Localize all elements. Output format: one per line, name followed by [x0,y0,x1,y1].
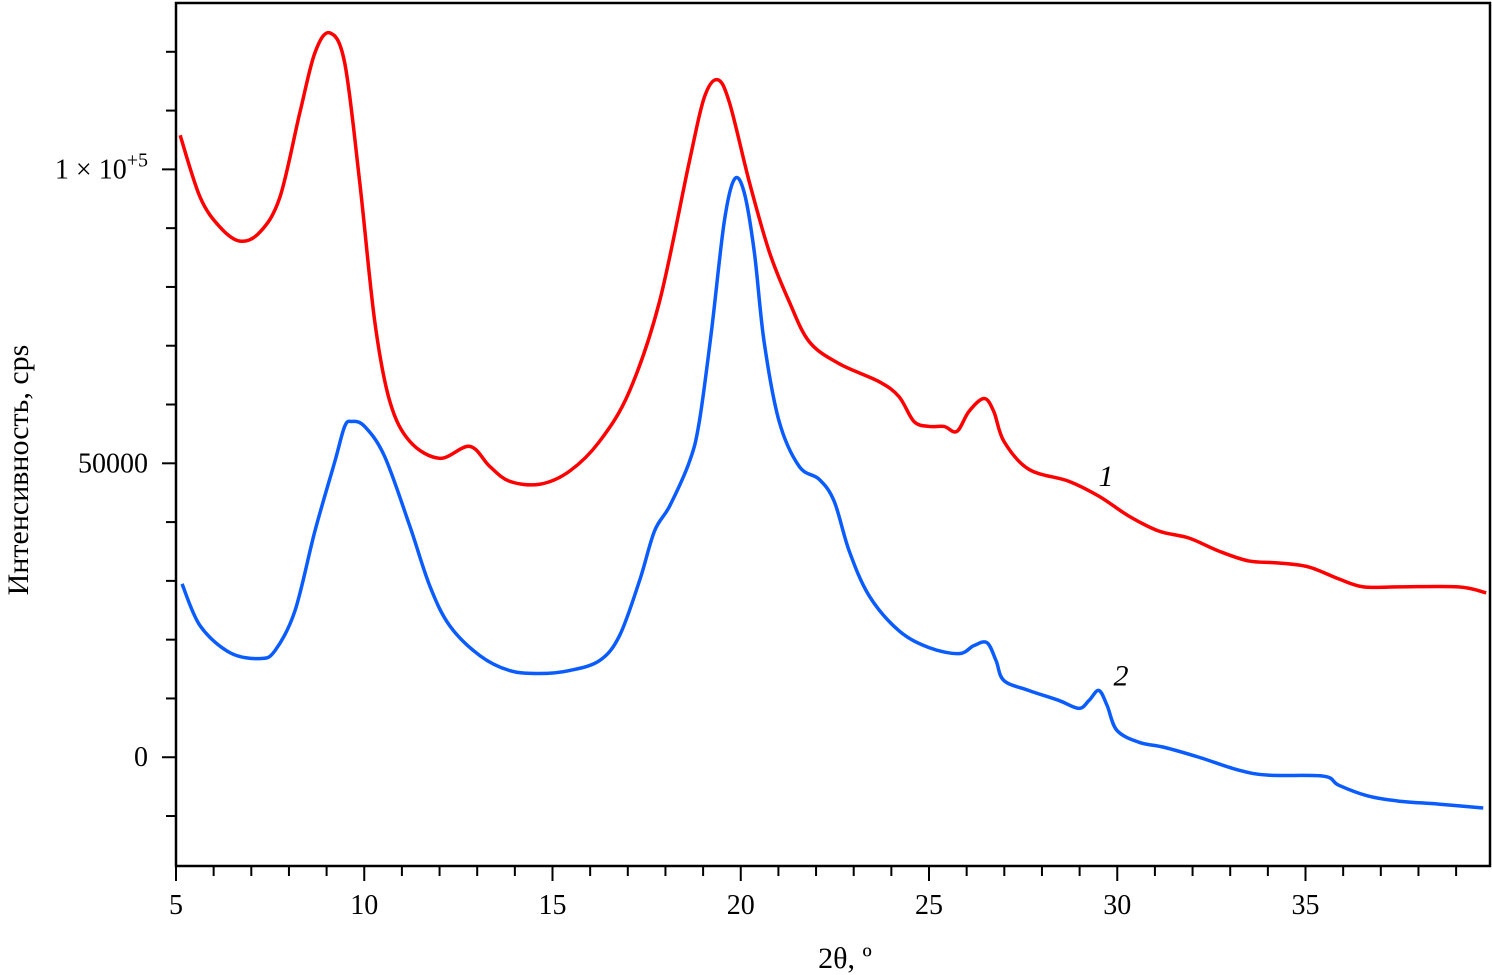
x-axis-ticks: 5 10 15 20 25 30 35 [169,866,1458,921]
x-tick-label: 5 [169,890,183,921]
y-tick-label-base: 50000 [78,448,148,479]
plot-frame [174,1,1492,868]
series-1-line [178,30,1487,595]
y-tick-label-exponent: +5 [127,149,148,171]
plot-border [174,1,1492,868]
y-axis-ticks: 0 50000 1 × 10+5 [55,50,176,818]
series-1-label: 1 [1098,460,1113,493]
x-tick-label: 25 [915,890,943,921]
x-tick-label: 15 [539,890,567,921]
y-tick-label: 50000 [78,448,148,479]
curves: 12 [178,30,1487,810]
y-tick-label: 1 × 10+5 [55,149,148,185]
x-tick-label: 10 [350,890,378,921]
y-tick-label: 0 [134,742,148,773]
x-tick-label: 35 [1292,890,1320,921]
y-tick-label-base: 1 × 10 [55,154,127,185]
x-tick-label: 30 [1103,890,1131,921]
series-2-label: 2 [1114,660,1129,693]
y-axis-title: Интенсивность, cps [2,345,35,596]
series-2-line [180,175,1484,810]
y-tick-label-base: 0 [134,742,148,773]
x-tick-label: 20 [727,890,755,921]
x-axis-title: 2θ, º [818,942,872,975]
